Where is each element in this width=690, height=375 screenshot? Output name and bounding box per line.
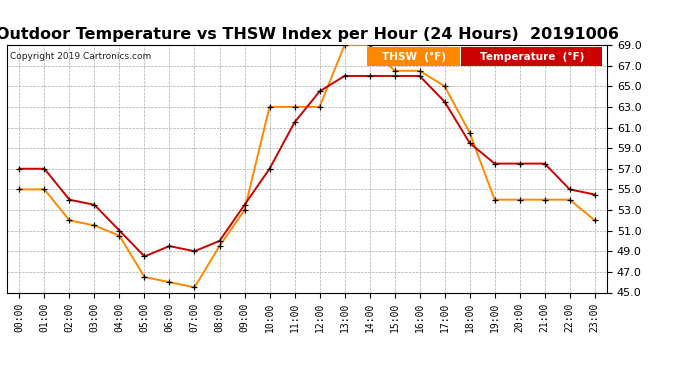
FancyBboxPatch shape <box>462 48 602 66</box>
Text: Copyright 2019 Cartronics.com: Copyright 2019 Cartronics.com <box>10 53 151 62</box>
Title: Outdoor Temperature vs THSW Index per Hour (24 Hours)  20191006: Outdoor Temperature vs THSW Index per Ho… <box>0 27 618 42</box>
Text: Temperature  (°F): Temperature (°F) <box>480 52 584 62</box>
Text: THSW  (°F): THSW (°F) <box>382 52 446 62</box>
FancyBboxPatch shape <box>367 48 460 66</box>
